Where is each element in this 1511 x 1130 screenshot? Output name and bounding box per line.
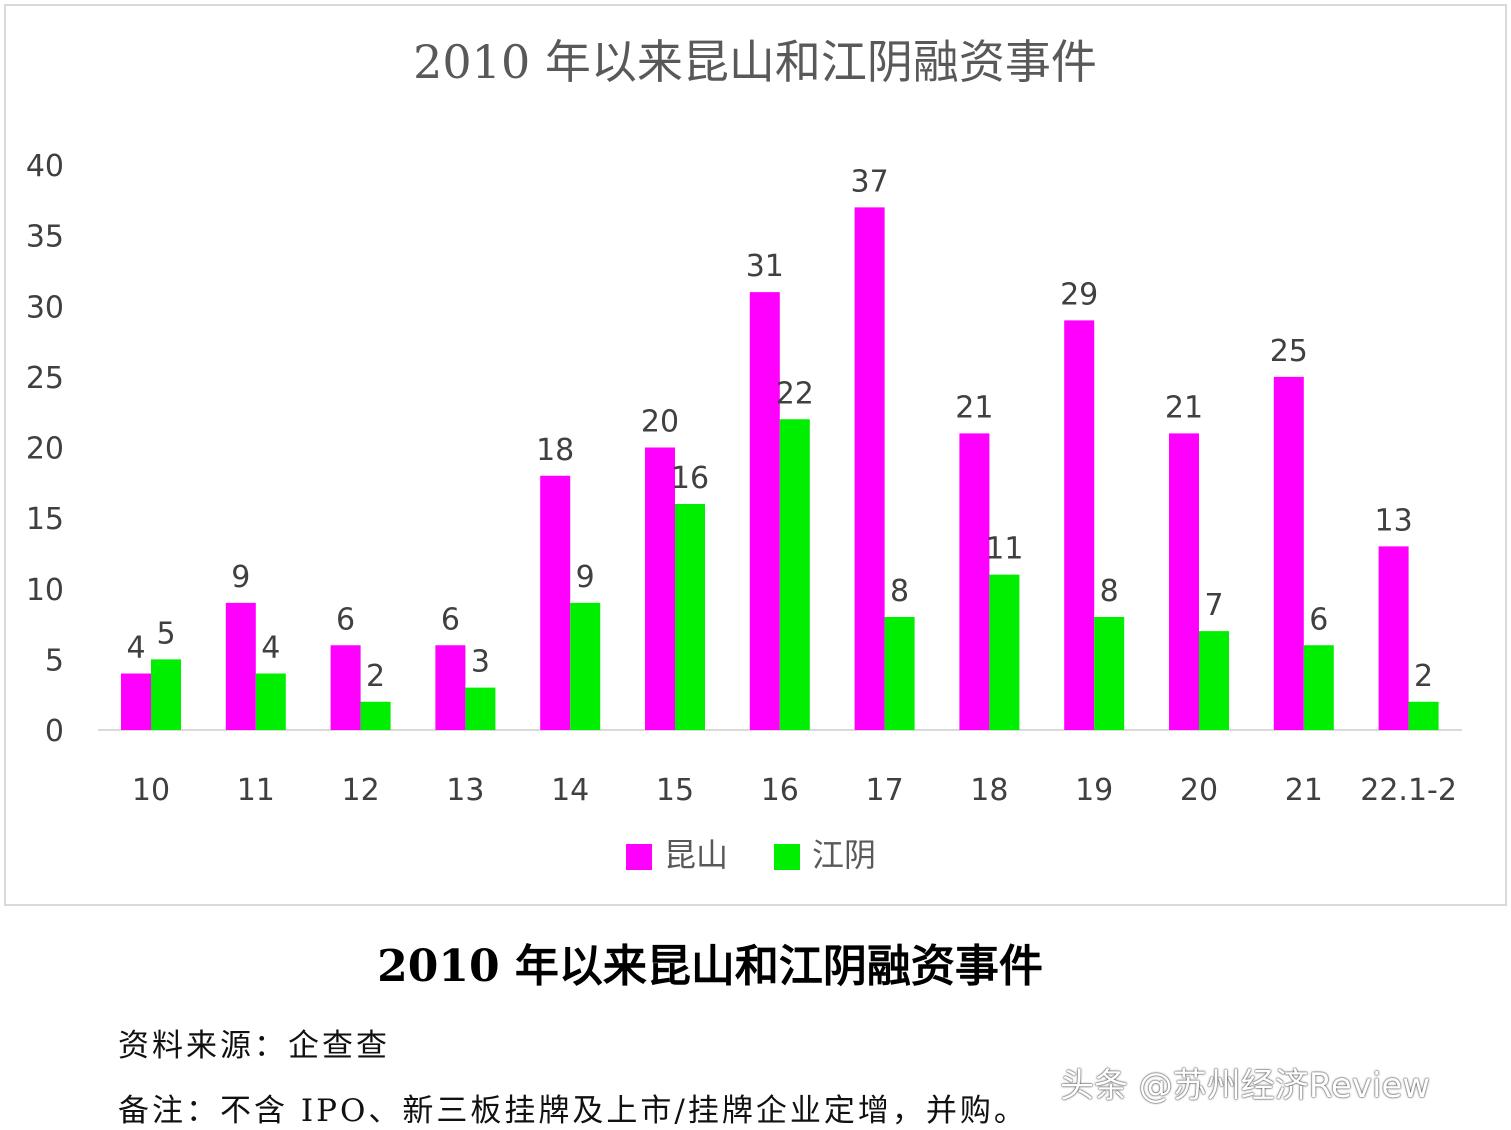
watermark: 头条 @苏州经济Review	[1060, 1066, 1431, 1106]
data-label: 29	[1060, 277, 1098, 312]
bar-kunshan	[540, 475, 571, 730]
data-label: 22	[776, 376, 814, 411]
chart-title: 2010 年以来昆山和江阴融资事件	[413, 35, 1097, 89]
bar-jiangyin	[255, 673, 286, 730]
data-label: 9	[576, 560, 595, 595]
data-label: 37	[851, 164, 889, 199]
bar-kunshan	[121, 673, 151, 730]
bar-kunshan	[1273, 376, 1304, 730]
data-label: 8	[890, 574, 909, 609]
bar-jiangyin	[675, 504, 705, 730]
data-label: 6	[336, 602, 355, 637]
x-tick-label: 10	[132, 773, 170, 808]
y-tick-label: 40	[26, 149, 64, 184]
data-label: 7	[1204, 588, 1223, 623]
data-label: 13	[1375, 503, 1413, 538]
bar-kunshan	[330, 645, 361, 730]
data-label: 4	[261, 631, 280, 666]
data-label: 2	[1414, 659, 1433, 694]
data-label: 20	[641, 405, 679, 440]
bar-kunshan	[1169, 433, 1199, 730]
data-label: 5	[156, 616, 175, 651]
data-label: 2	[366, 659, 385, 694]
data-label: 25	[1270, 334, 1308, 369]
y-tick-label: 15	[26, 502, 64, 537]
data-label: 6	[1309, 602, 1328, 637]
y-tick-label: 5	[45, 643, 64, 678]
bar-kunshan	[1064, 320, 1095, 730]
x-tick-label: 21	[1285, 773, 1323, 808]
bar-jiangyin	[465, 687, 496, 730]
bar-jiangyin	[151, 659, 181, 730]
bar-jiangyin	[1094, 617, 1125, 730]
bar-kunshan	[225, 602, 256, 730]
bar-jiangyin	[884, 617, 915, 730]
bar-jiangyin	[1199, 631, 1229, 730]
x-tick-label: 11	[237, 773, 275, 808]
x-tick-label: 14	[551, 773, 589, 808]
data-label: 11	[985, 532, 1023, 567]
bar-kunshan	[749, 292, 780, 730]
data-label: 16	[671, 461, 709, 496]
bar-kunshan	[435, 645, 466, 730]
y-tick-label: 10	[26, 573, 64, 608]
bar-jiangyin	[779, 419, 810, 730]
data-label: 8	[1100, 574, 1119, 609]
legend-swatch	[626, 844, 652, 870]
x-tick-label: 16	[761, 773, 799, 808]
data-label: 9	[231, 560, 250, 595]
y-tick-label: 20	[26, 432, 64, 467]
bar-kunshan	[645, 447, 675, 730]
legend-label: 昆山	[664, 836, 728, 874]
bar-jiangyin	[1303, 645, 1334, 730]
note-text: 备注：不含 IPO、新三板挂牌及上市/挂牌企业定增，并购。	[118, 1093, 1028, 1129]
x-tick-label: 22.1-2	[1360, 773, 1457, 808]
bar-kunshan	[854, 207, 885, 730]
data-label: 21	[955, 390, 993, 425]
bar-kunshan	[959, 433, 990, 730]
data-label: 3	[471, 645, 490, 680]
x-tick-label: 17	[866, 773, 904, 808]
y-tick-label: 35	[26, 220, 64, 255]
source-text: 资料来源：企查查	[118, 1028, 390, 1064]
legend-label: 江阴	[812, 836, 876, 874]
bar-jiangyin	[989, 574, 1020, 730]
data-label: 18	[536, 433, 574, 468]
figure-caption: 2010 年以来昆山和江阴融资事件	[377, 941, 1043, 992]
bar-jiangyin	[360, 701, 391, 730]
x-tick-label: 13	[446, 773, 484, 808]
x-tick-label: 18	[970, 773, 1008, 808]
x-tick-label: 19	[1075, 773, 1113, 808]
data-label: 31	[746, 249, 784, 284]
x-tick-label: 15	[656, 773, 694, 808]
bar-jiangyin	[1408, 701, 1439, 730]
data-label: 4	[126, 631, 145, 666]
y-tick-label: 0	[45, 714, 64, 749]
y-tick-label: 25	[26, 361, 64, 396]
legend-swatch	[774, 844, 800, 870]
data-label: 21	[1165, 390, 1203, 425]
x-tick-label: 12	[342, 773, 380, 808]
x-tick-label: 20	[1180, 773, 1218, 808]
bar-kunshan	[1378, 546, 1409, 730]
bar-jiangyin	[570, 602, 601, 730]
y-tick-label: 30	[26, 290, 64, 325]
data-label: 6	[441, 602, 460, 637]
